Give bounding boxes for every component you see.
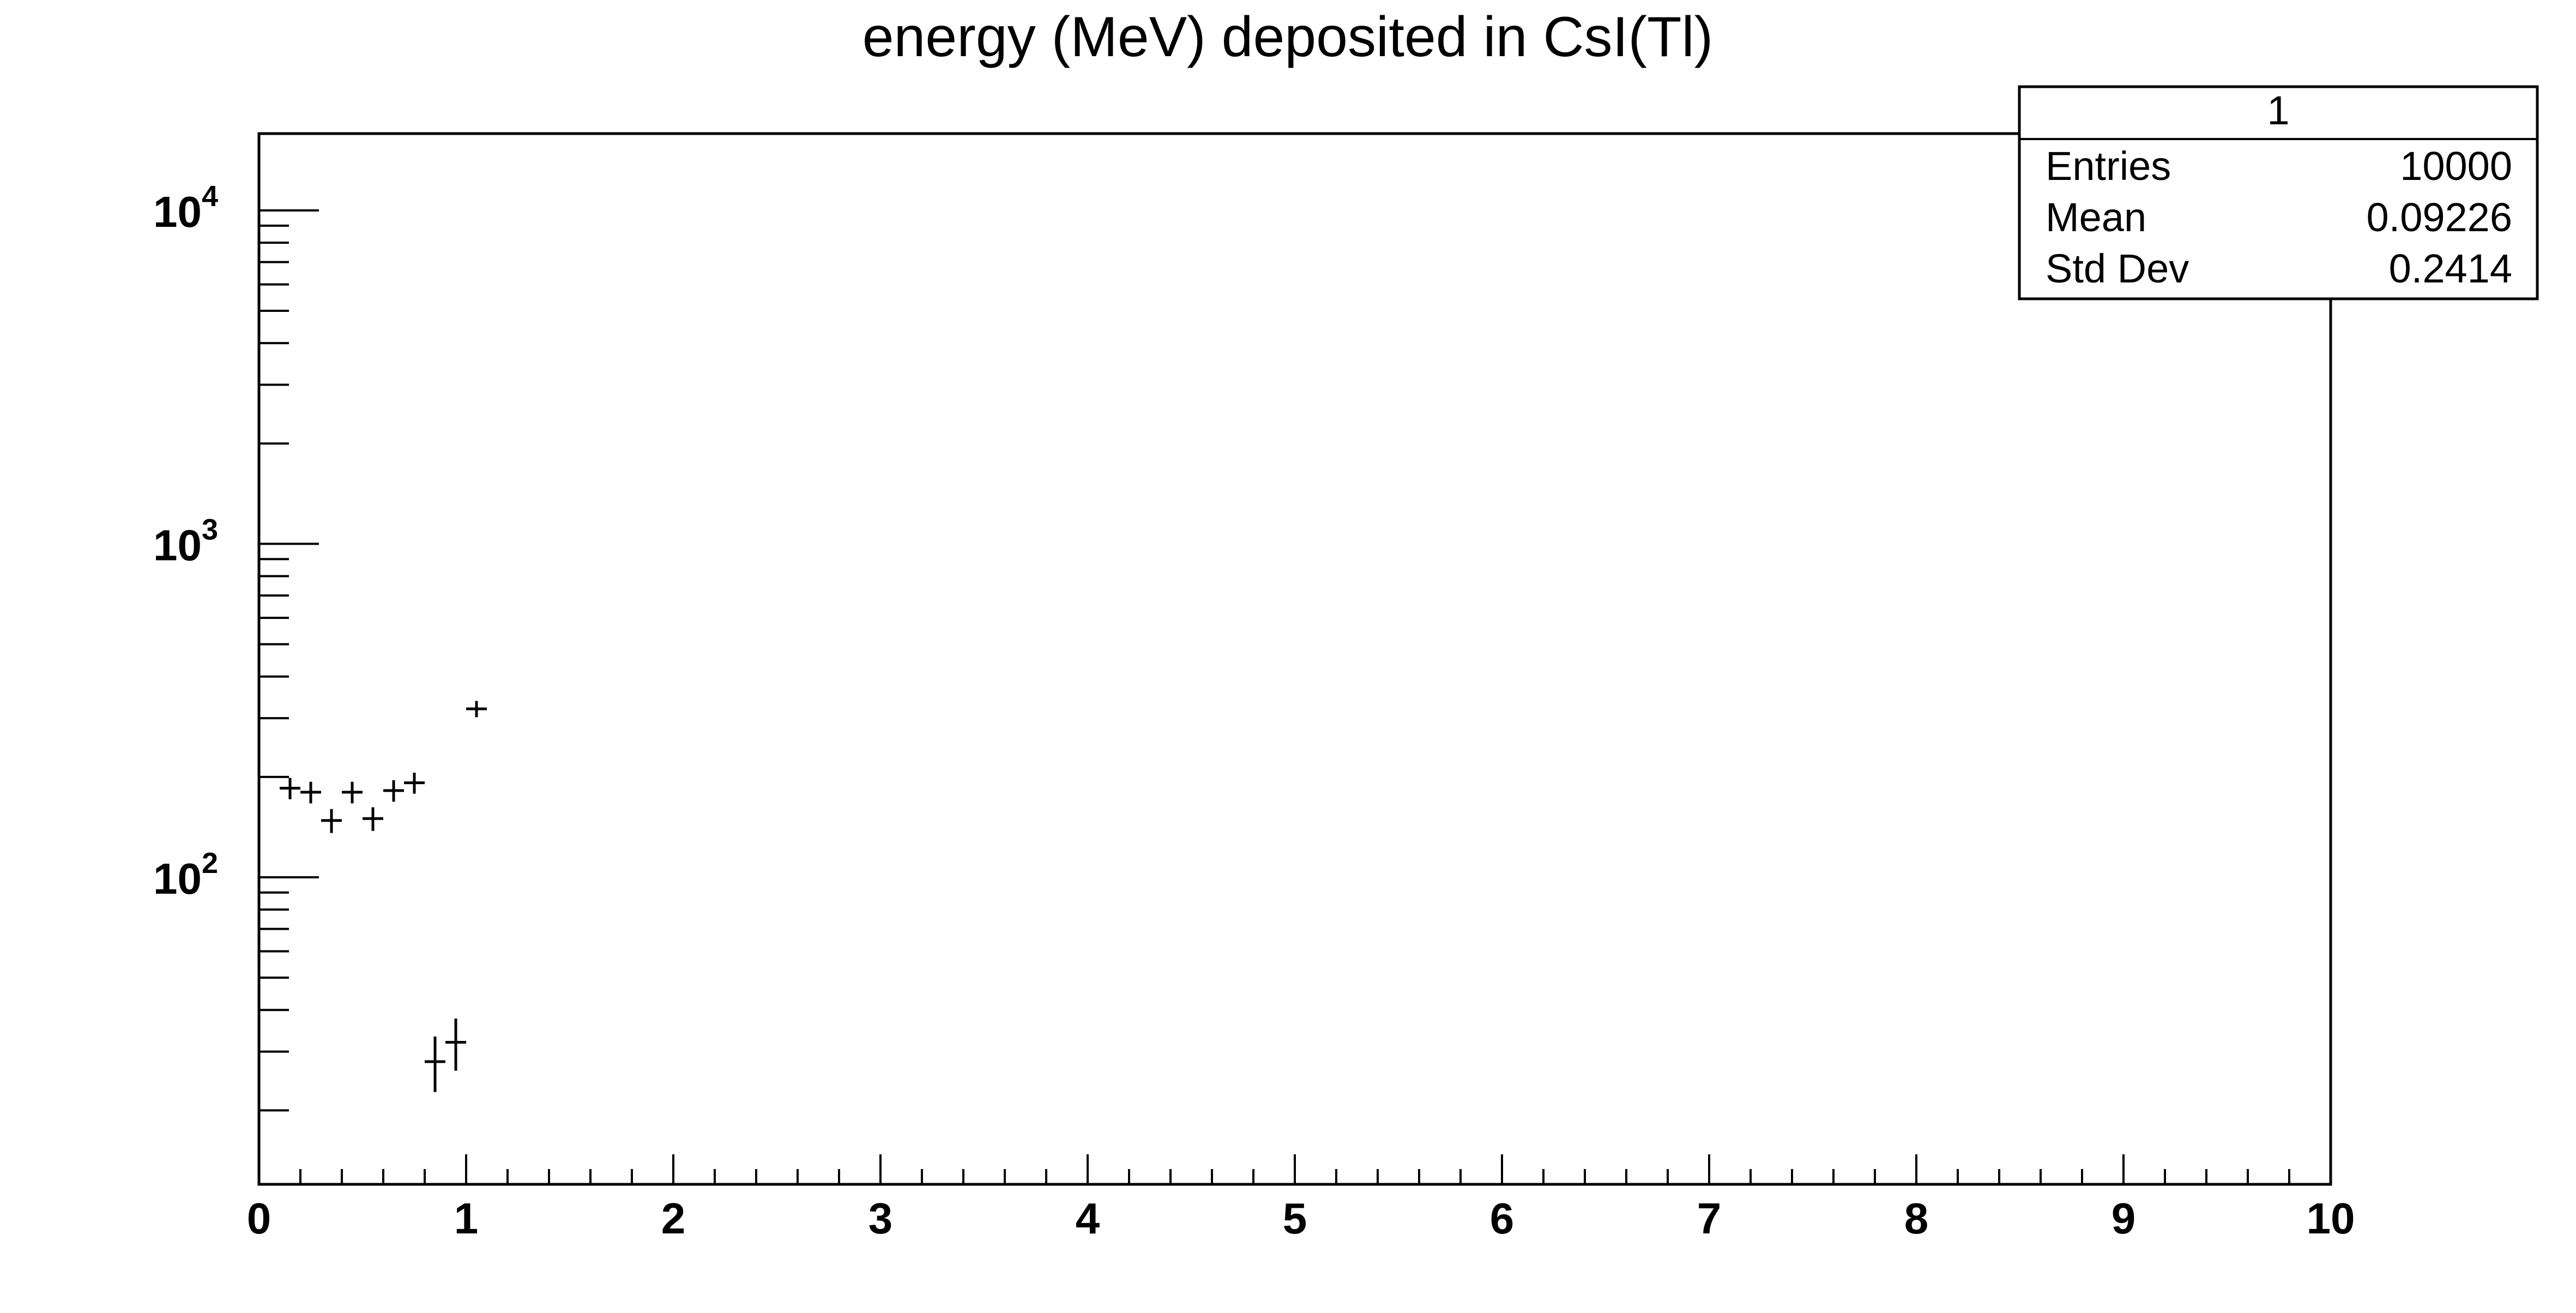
stats-mean-label: Mean [2046,195,2146,240]
x-tick-label: 10 [2307,1194,2355,1243]
data-point [342,781,363,804]
stats-box: 1 Entries 10000 Mean 0.09226 Std Dev 0.2… [2018,85,2539,300]
y-tick-label: 104 [153,180,218,236]
y-tick-label: 103 [153,513,218,569]
data-point [363,807,383,831]
data-points [280,701,487,1092]
data-point [321,809,342,833]
stats-box-frame [2018,85,2539,300]
data-point [466,701,487,718]
y-tick-label: 102 [153,847,218,903]
stats-entries-value: 10000 [2400,143,2512,189]
x-tick-label: 8 [1904,1194,1929,1243]
data-point [300,781,321,804]
chart-title: energy (MeV) deposited in CsI(Tl) [862,5,1714,69]
x-axis: 0 1 2 3 4 5 6 7 8 9 10 [247,1154,2355,1243]
x-tick-label: 7 [1697,1194,1722,1243]
x-tick-label: 5 [1283,1194,1307,1243]
stats-stddev-label: Std Dev [2046,246,2189,291]
data-point [445,1018,466,1071]
y-axis: 102 103 104 [153,180,319,1112]
x-tick-label: 4 [1076,1194,1100,1243]
data-point [280,778,300,799]
x-tick-label: 6 [1490,1194,1515,1243]
stats-stddev-value: 0.2414 [2389,246,2512,291]
data-point [383,780,404,802]
stats-mean-value: 0.09226 [2367,195,2513,240]
x-tick-label: 3 [868,1194,893,1243]
x-tick-label: 0 [247,1194,272,1243]
data-point [425,1036,445,1092]
x-tick-label: 9 [2112,1194,2136,1243]
stats-entries-label: Entries [2046,143,2171,189]
stats-title: 1 [2267,88,2289,133]
x-tick-label: 2 [661,1194,686,1243]
x-tick-label: 1 [454,1194,479,1243]
data-point [404,773,425,794]
